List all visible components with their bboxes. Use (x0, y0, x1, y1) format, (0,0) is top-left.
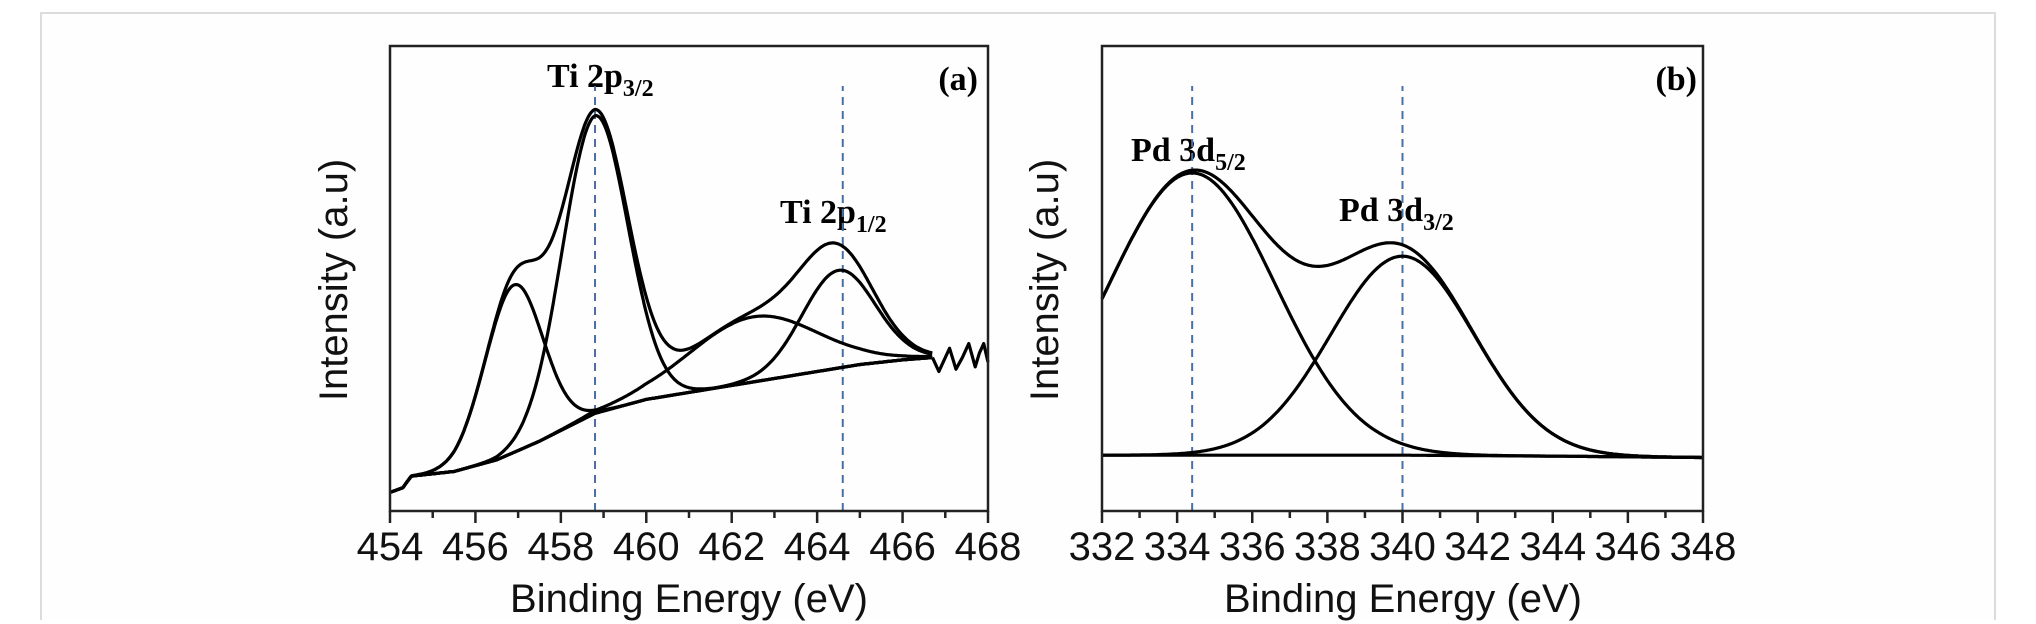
x-tick-label: 340 (1369, 525, 1436, 569)
annotation-pd-3d5-2: Pd 3d5/2 (1131, 132, 1246, 176)
panel-a-ylabel: Intensity (a.u) (312, 159, 356, 401)
x-tick-label: 336 (1219, 525, 1286, 569)
annotation-main: Pd 3d (1131, 132, 1215, 169)
envelope-line (389, 107, 933, 494)
figure-frame (40, 12, 1996, 620)
annotation-sub: 3/2 (623, 76, 654, 102)
x-tick-label: 346 (1595, 525, 1662, 569)
raw-spectrum-segment (931, 342, 990, 374)
background-line (389, 356, 933, 494)
annotation-pd-3d3-2: Pd 3d3/2 (1339, 192, 1454, 236)
x-tick-label: 458 (527, 525, 594, 569)
x-tick-label: 332 (1069, 525, 1136, 569)
x-tick-label: 342 (1444, 525, 1511, 569)
fit-component-2 (389, 114, 933, 494)
plot-frame (388, 44, 990, 513)
annotation-main: Ti 2p (780, 194, 856, 231)
x-tick-label: 454 (357, 525, 424, 569)
x-tick-label: 460 (613, 525, 680, 569)
panel-a-xlabel: Binding Energy (eV) (510, 577, 868, 621)
annotation-ti-2p3-2: Ti 2p3/2 (547, 58, 654, 102)
x-tick-label: 462 (698, 525, 765, 569)
x-tick-label: 348 (1670, 525, 1737, 569)
x-tick-label: 456 (442, 525, 509, 569)
x-tick-label: 344 (1519, 525, 1586, 569)
annotation-ti-2p1-2: Ti 2p1/2 (780, 194, 887, 238)
x-tick-label: 464 (784, 525, 851, 569)
x-tick-label: 466 (869, 525, 936, 569)
x-tick-label: 468 (955, 525, 1022, 569)
panel-b: Intensity (a.u) Binding Energy (eV) (b) … (1023, 44, 1737, 621)
fit-component-4 (389, 268, 933, 494)
panel-b-label: (b) (1655, 61, 1697, 98)
annotation-sub: 3/2 (1423, 210, 1454, 236)
annotation-sub: 1/2 (856, 212, 887, 238)
annotation-main: Ti 2p (547, 58, 623, 95)
annotation-main: Pd 3d (1339, 192, 1423, 229)
annotation-sub: 5/2 (1215, 150, 1246, 176)
x-tick-label: 334 (1144, 525, 1211, 569)
fit-component-1 (1100, 171, 1704, 460)
panel-a: Intensity (a.u) Binding Energy (eV) (a) … (312, 44, 1022, 621)
fit-component-1 (389, 283, 933, 494)
panel-a-label: (a) (938, 61, 978, 98)
panel-b-xlabel: Binding Energy (eV) (1224, 577, 1582, 621)
x-tick-label: 338 (1294, 525, 1361, 569)
panel-b-ylabel: Intensity (a.u) (1023, 159, 1067, 401)
envelope-line (1100, 168, 1704, 460)
